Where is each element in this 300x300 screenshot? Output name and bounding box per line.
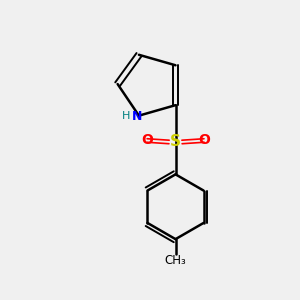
Text: S: S <box>170 134 181 149</box>
Text: CH₃: CH₃ <box>165 254 186 267</box>
Text: O: O <box>141 134 153 148</box>
Text: H: H <box>122 111 130 121</box>
Text: N: N <box>132 110 142 123</box>
Text: O: O <box>198 134 210 148</box>
